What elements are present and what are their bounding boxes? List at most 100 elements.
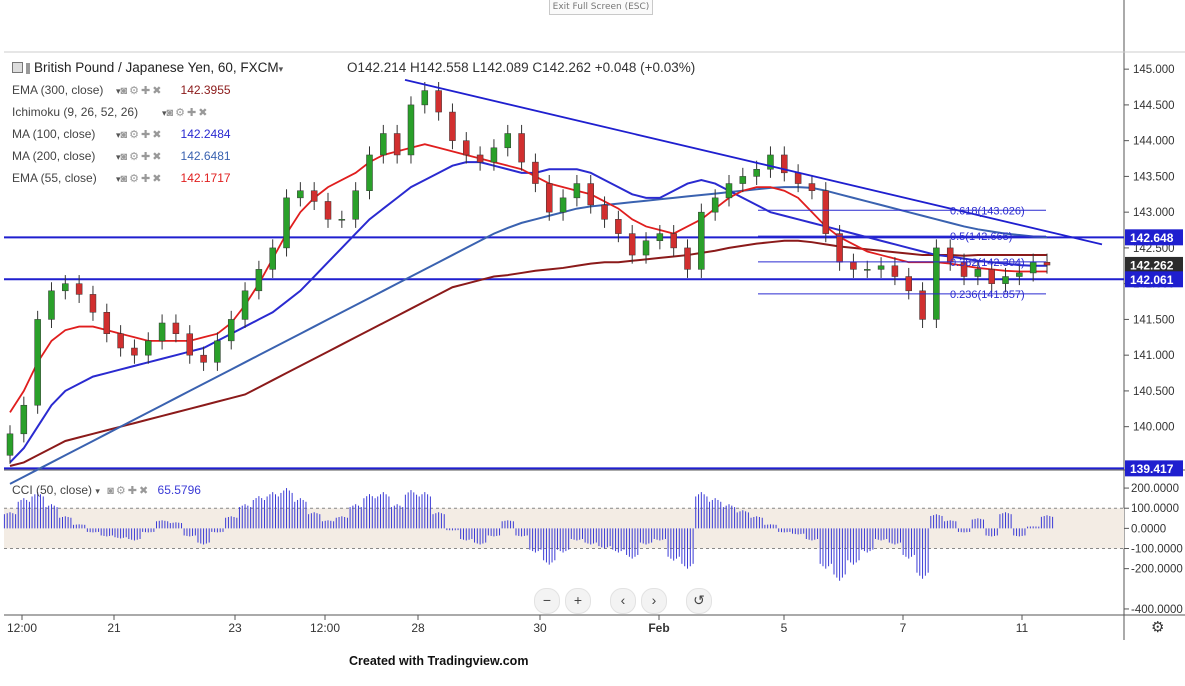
ema300-line <box>9 239 1047 467</box>
fib-level-label: 0.5(142.665) <box>950 231 1012 243</box>
indicator-legend-row[interactable]: MA (100, close) ▾ ◙⚙✚✖ 142.2484 <box>12 127 231 141</box>
y-tick-label: 141.500 <box>1133 314 1175 326</box>
chevron-down-icon[interactable]: ▾ <box>116 174 121 184</box>
candle-body <box>615 219 622 234</box>
chevron-down-icon[interactable]: ▾ <box>162 108 167 118</box>
candle-body <box>172 322 180 334</box>
cci-histogram <box>3 488 1054 581</box>
downtrend-line <box>404 79 1103 246</box>
indicator-name[interactable]: MA (100, close) <box>12 127 96 141</box>
price-label-text: 142.061 <box>1130 273 1174 287</box>
candle-body <box>145 340 152 356</box>
symbol-title[interactable]: British Pound / Japanese Yen, 60, FXCM <box>34 60 279 75</box>
scroll-left-button[interactable]: ‹ <box>610 588 636 614</box>
candle-body <box>781 154 788 174</box>
candle-body <box>463 140 470 156</box>
candle-body <box>642 240 650 256</box>
y-tick-label: 140.000 <box>1133 422 1175 434</box>
chevron-down-icon[interactable]: ▾ <box>278 64 284 74</box>
candle-body <box>269 247 276 270</box>
candle-body <box>753 169 760 177</box>
indicator-controls-icon[interactable]: ◙⚙✚✖ <box>120 85 164 97</box>
candle-body <box>1029 261 1037 274</box>
y-tick-label: 141.000 <box>1133 350 1175 362</box>
cci-band <box>4 508 1124 549</box>
candle-body <box>34 319 41 406</box>
y-tick-label: 143.000 <box>1133 207 1175 219</box>
chevron-down-icon[interactable]: ▾ <box>116 86 121 96</box>
cci-name[interactable]: CCI (50, close) <box>12 483 93 497</box>
indicator-name[interactable]: EMA (55, close) <box>12 171 97 185</box>
candle-body <box>310 190 318 202</box>
candle-body <box>532 161 539 184</box>
candle-body <box>255 269 263 292</box>
candle-body <box>905 276 912 292</box>
price-label-text: 142.262 <box>1130 258 1174 272</box>
x-tick-label: 11 <box>1016 621 1029 635</box>
indicator-controls-icon[interactable]: ◙⚙✚✖ <box>120 151 164 163</box>
cci-tick-label: -200.0000 <box>1131 564 1183 576</box>
candle-body <box>241 290 249 320</box>
x-tick-label: 12:00 <box>7 621 37 635</box>
candle-body <box>656 233 664 242</box>
indicator-name[interactable]: Ichimoku (9, 26, 52, 26) <box>12 105 139 119</box>
candle-body <box>20 404 28 435</box>
indicator-name[interactable]: MA (200, close) <box>12 149 96 163</box>
ohlc-readout: O142.214 H142.558 L142.089 C142.262 +0.0… <box>347 60 696 75</box>
indicator-controls-icon[interactable]: ◙⚙✚✖ <box>166 107 210 119</box>
candle-body <box>767 154 774 170</box>
candle-body <box>974 269 982 277</box>
candle-body <box>283 197 290 249</box>
x-tick-label: 28 <box>411 621 425 635</box>
candle-body <box>393 133 401 156</box>
candle-body <box>518 133 525 163</box>
candle-body <box>103 312 111 334</box>
candle-body <box>338 219 346 221</box>
indicator-value: 142.6481 <box>180 149 231 163</box>
chevron-down-icon[interactable]: ▾ <box>116 130 121 140</box>
candle-body <box>545 183 553 213</box>
zoom-in-button[interactable]: + <box>565 588 591 614</box>
candle-body <box>601 204 608 220</box>
candle-body <box>421 90 429 106</box>
candle-body <box>850 261 857 270</box>
indicator-legend-row[interactable]: Ichimoku (9, 26, 52, 26) ▾ ◙⚙✚✖ <box>12 105 227 119</box>
reset-chart-button[interactable]: ↺ <box>686 588 712 614</box>
candles <box>6 82 1051 464</box>
candle-body <box>919 290 926 320</box>
x-tick-label: Feb <box>648 621 669 635</box>
cci-tick-label: 0.0000 <box>1131 523 1166 535</box>
candle-body <box>435 90 442 113</box>
indicator-controls-icon[interactable]: ◙⚙✚✖ <box>120 173 164 185</box>
price-label-box <box>1125 229 1183 246</box>
candle-body <box>891 265 899 277</box>
indicator-controls-icon[interactable]: ◙⚙✚✖ <box>107 485 151 497</box>
indicator-value: 142.1717 <box>180 171 231 185</box>
zoom-out-button[interactable]: − <box>534 588 560 614</box>
indicator-legend-row[interactable]: MA (200, close) ▾ ◙⚙✚✖ 142.6481 <box>12 149 231 163</box>
gear-icon[interactable]: ⚙ <box>1151 619 1165 636</box>
candle-body <box>75 283 83 295</box>
candle-body <box>200 354 207 363</box>
candle-body <box>324 201 332 220</box>
candle-body <box>62 283 69 292</box>
chevron-down-icon[interactable]: ▾ <box>95 486 100 496</box>
chevron-down-icon[interactable]: ▾ <box>116 152 121 162</box>
candle-body <box>1016 272 1023 277</box>
indicator-name[interactable]: EMA (300, close) <box>12 83 104 97</box>
x-tick-label: 7 <box>900 621 907 635</box>
indicator-controls-icon[interactable]: ◙⚙✚✖ <box>120 129 164 141</box>
scroll-right-button[interactable]: › <box>641 588 667 614</box>
indicator-value: 142.2484 <box>180 127 231 141</box>
indicator-legend-row[interactable]: EMA (300, close) ▾ ◙⚙✚✖ 142.3955 <box>12 83 231 97</box>
exit-fullscreen-button[interactable]: Exit Full Screen (ESC) <box>549 0 653 15</box>
bar-style-icon[interactable] <box>26 63 30 74</box>
candle-body <box>725 183 733 199</box>
indicator-legend-row[interactable]: EMA (55, close) ▾ ◙⚙✚✖ 142.1717 <box>12 171 231 185</box>
candle-body <box>587 183 594 206</box>
candle-body <box>89 294 97 313</box>
candle-body <box>808 183 816 191</box>
